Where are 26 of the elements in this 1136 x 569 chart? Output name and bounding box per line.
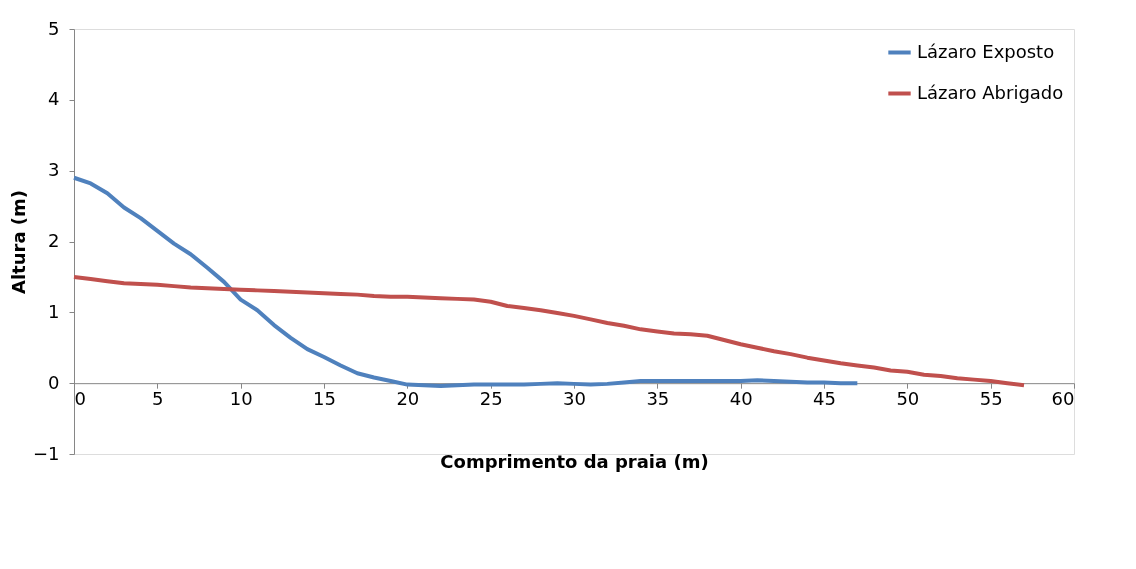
x-tick-label: 35 xyxy=(646,387,670,409)
x-tick-label: 20 xyxy=(396,387,420,409)
y-tick-label: 5 xyxy=(48,17,60,39)
x-tick-label: 50 xyxy=(896,387,920,409)
x-tick-label: 30 xyxy=(563,387,586,409)
x-tick-label: 5 xyxy=(152,387,164,409)
x-tick-label: 0 xyxy=(74,387,86,409)
x-tick-label: 25 xyxy=(479,387,503,409)
y-tick-label: 4 xyxy=(48,88,60,110)
y-tick-label: 0 xyxy=(48,371,60,393)
x-tick-label: 10 xyxy=(229,387,253,409)
y-axis-title: Altura (m) xyxy=(7,189,29,295)
y-tick-label: 3 xyxy=(48,159,60,181)
x-tick-label: 45 xyxy=(813,387,836,409)
x-tick-label: 55 xyxy=(979,387,1003,409)
y-tick-label: 1 xyxy=(48,300,60,322)
x-tick-label: 60 xyxy=(1051,387,1075,409)
y-tick-label: −1 xyxy=(32,442,60,464)
x-axis-title: Comprimento da praia (m) xyxy=(440,450,709,472)
legend-label: Lázaro Exposto xyxy=(917,40,1055,62)
line-series xyxy=(72,274,1026,388)
legend-label: Lázaro Abrigado xyxy=(917,81,1064,103)
x-tick-label: 40 xyxy=(729,387,753,409)
line-series xyxy=(72,175,860,388)
x-tick-label: 15 xyxy=(313,387,336,409)
y-tick-label: 2 xyxy=(48,230,60,251)
